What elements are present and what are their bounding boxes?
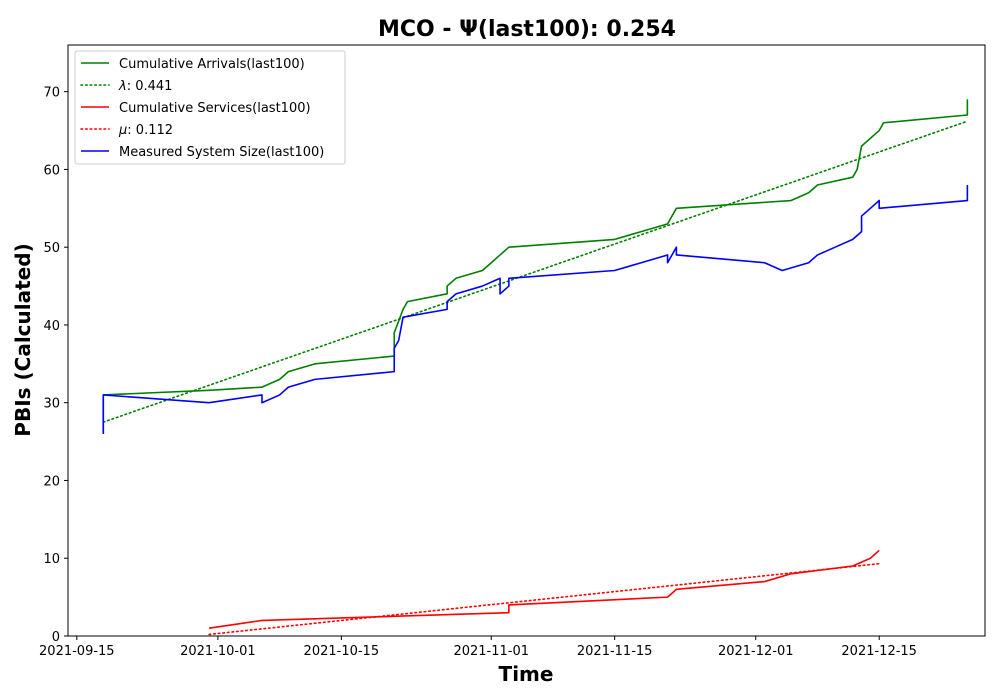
- series-line-2: [208, 549, 880, 630]
- y-tick-label: 20: [43, 474, 60, 489]
- series-line-3: [208, 562, 880, 636]
- y-tick-label: 70: [43, 86, 60, 101]
- x-tick-label: 2021-11-01: [453, 644, 529, 659]
- x-tick-label: 2021-09-15: [39, 644, 115, 659]
- legend-symbol: λ: [118, 79, 127, 94]
- axes-frame: [67, 44, 986, 637]
- legend-label: λ: 0.441: [118, 79, 172, 94]
- legend-label: Cumulative Arrivals(last100): [119, 57, 305, 72]
- series-layer: [102, 99, 969, 636]
- y-axis: 0 10 20 30 40 50 60 70: [43, 86, 68, 645]
- x-tick-label: 2021-12-01: [718, 644, 794, 659]
- y-tick-label: 50: [43, 241, 60, 256]
- series-line-0: [102, 99, 969, 434]
- legend-value: : 0.441: [127, 79, 173, 94]
- chart-title: MCO - Ψ(last100): 0.254: [378, 17, 676, 42]
- legend-symbol: μ: [118, 123, 127, 138]
- series-line-4: [102, 184, 969, 434]
- legend: Cumulative Arrivals(last100) λ: 0.441 Cumu…: [74, 50, 346, 165]
- x-axis-label: Time: [499, 662, 554, 686]
- x-tick-label: 2021-10-15: [304, 644, 380, 659]
- y-axis-label: PBIs (Calculated): [11, 243, 35, 436]
- x-tick-label: 2021-10-01: [180, 644, 256, 659]
- legend-label: Measured System Size(last100): [119, 145, 324, 160]
- legend-value: : 0.112: [127, 123, 173, 138]
- y-tick-label: 40: [43, 319, 60, 334]
- x-tick-label: 2021-11-15: [577, 644, 653, 659]
- x-axis: 2021-09-15 2021-10-01 2021-10-15 2021-11-01…: [39, 636, 917, 659]
- legend-label: μ: 0.112: [118, 123, 173, 138]
- x-tick-label: 2021-12-15: [841, 644, 917, 659]
- legend-box: [74, 50, 346, 165]
- y-tick-label: 30: [43, 397, 60, 412]
- y-tick-label: 60: [43, 163, 60, 178]
- series-line-1: [102, 120, 969, 423]
- legend-label: Cumulative Services(last100): [119, 101, 311, 116]
- y-tick-label: 10: [43, 552, 60, 567]
- y-tick-label: 0: [52, 630, 60, 645]
